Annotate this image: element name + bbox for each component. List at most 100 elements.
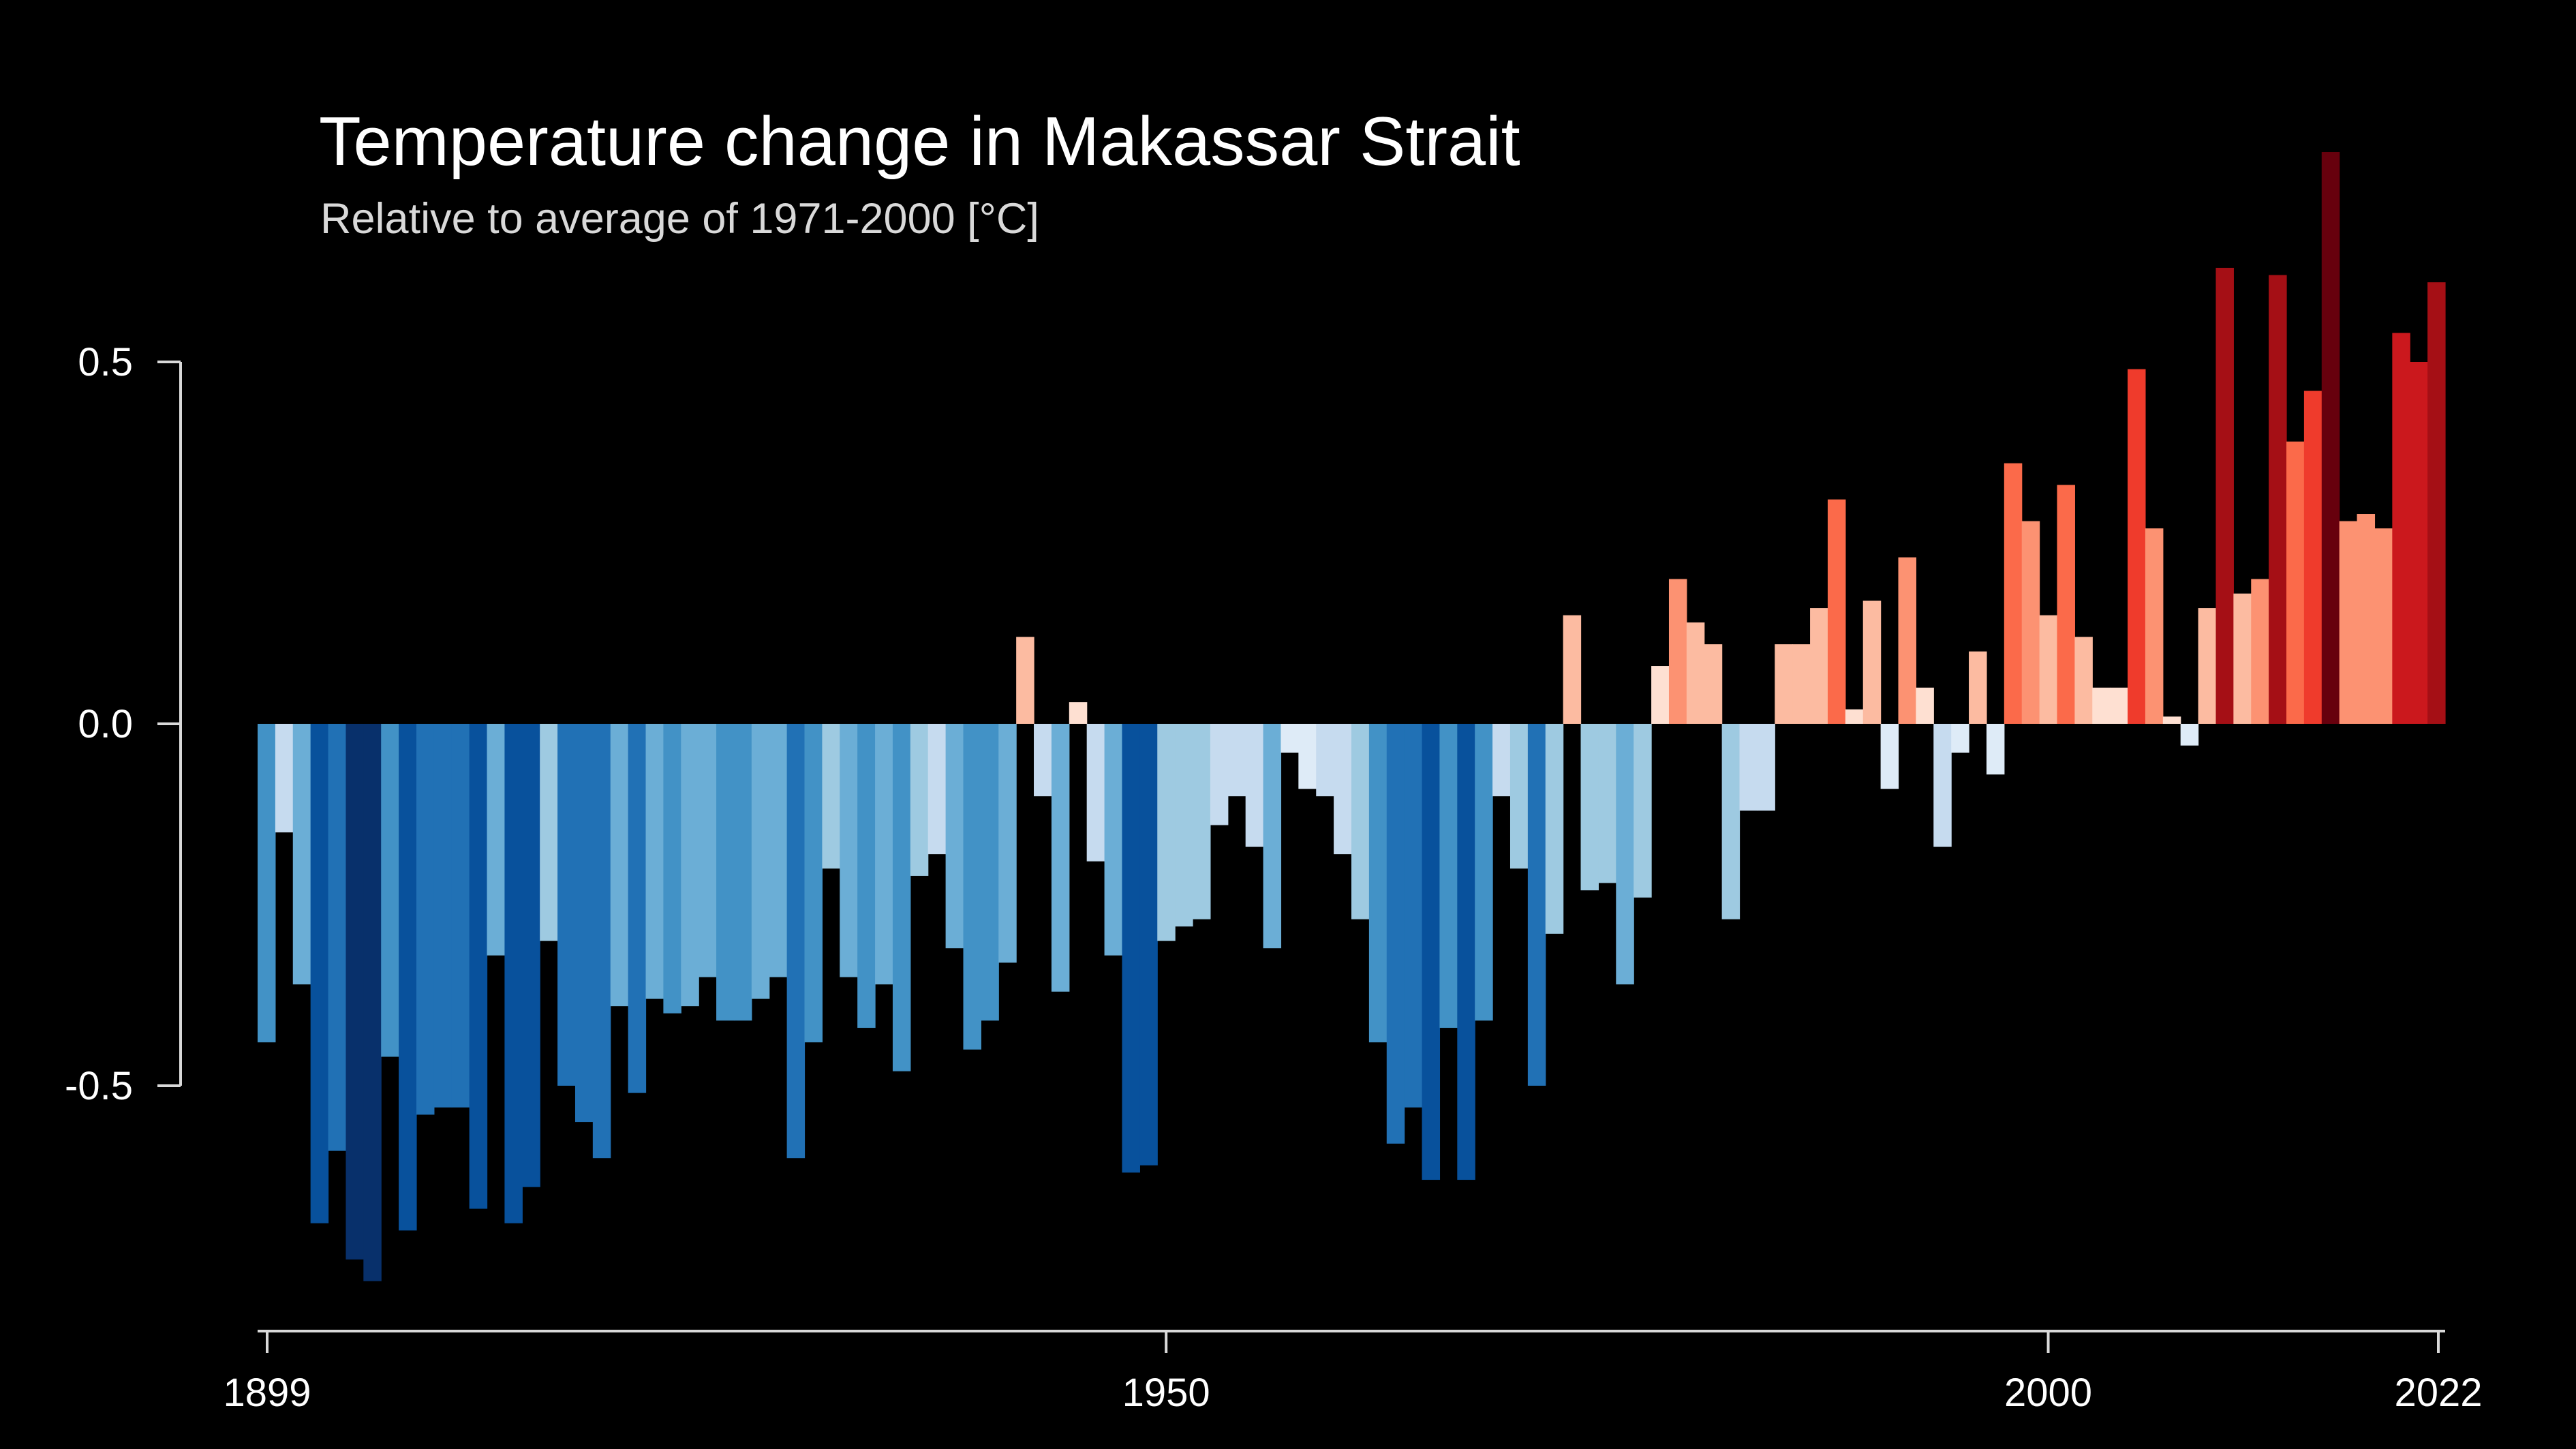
bar-1927 xyxy=(751,724,770,999)
bar-1901 xyxy=(292,724,311,985)
bar-2006 xyxy=(2145,528,2164,724)
bar-1956 xyxy=(1263,724,1282,949)
bar-1919 xyxy=(610,724,629,1007)
bar-1967 xyxy=(1457,724,1475,1180)
bar-1998 xyxy=(2004,463,2023,724)
bar-1925 xyxy=(716,724,735,1021)
bar-1985 xyxy=(1775,644,1793,724)
bar-1997 xyxy=(1986,724,2005,775)
bar-1964 xyxy=(1404,724,1423,1108)
bar-1937 xyxy=(927,724,947,855)
bar-1939 xyxy=(963,724,981,1050)
bar-1996 xyxy=(1969,651,1987,724)
bar-1953 xyxy=(1210,724,1229,825)
bar-1916 xyxy=(557,724,576,1086)
bar-2002 xyxy=(2074,637,2093,724)
bar-1905 xyxy=(363,724,382,1281)
bar-1900 xyxy=(275,724,294,833)
bar-1973 xyxy=(1563,615,1582,724)
bar-1959 xyxy=(1316,724,1334,797)
bar-1918 xyxy=(592,724,611,1159)
bar-1983 xyxy=(1739,724,1758,811)
bar-1991 xyxy=(1880,724,1899,789)
bar-1914 xyxy=(522,724,540,1187)
bar-1943 xyxy=(1034,724,1052,797)
bar-1907 xyxy=(399,724,417,1231)
bar-2012 xyxy=(2251,579,2269,724)
x-tick-label: 2000 xyxy=(2004,1371,2092,1415)
bar-2015 xyxy=(2303,391,2322,724)
bar-1990 xyxy=(1862,600,1882,724)
bar-2016 xyxy=(2321,152,2340,724)
bar-1968 xyxy=(1475,724,1493,1021)
bar-1899 xyxy=(258,724,276,1043)
bar-1945 xyxy=(1069,702,1088,724)
bar-1922 xyxy=(663,724,681,1013)
bar-1946 xyxy=(1086,724,1105,861)
bar-1950 xyxy=(1157,724,1176,941)
bar-1906 xyxy=(381,724,399,1057)
bar-1977 xyxy=(1634,724,1652,898)
bar-2005 xyxy=(2128,369,2146,724)
bar-2003 xyxy=(2092,687,2111,724)
bar-1994 xyxy=(1933,724,1952,847)
bar-1930 xyxy=(804,724,823,1043)
bar-1938 xyxy=(945,724,964,949)
bar-1915 xyxy=(540,724,558,941)
bar-2017 xyxy=(2339,521,2358,724)
bar-1965 xyxy=(1422,724,1441,1180)
bar-1957 xyxy=(1281,724,1299,753)
bar-1902 xyxy=(310,724,329,1223)
bar-1932 xyxy=(840,724,858,977)
bar-2019 xyxy=(2374,528,2393,724)
bar-1986 xyxy=(1792,644,1811,724)
bar-1961 xyxy=(1351,724,1370,919)
bar-2007 xyxy=(2162,716,2181,724)
bar-2018 xyxy=(2357,514,2376,724)
bar-1969 xyxy=(1492,724,1511,797)
bar-1962 xyxy=(1368,724,1387,1043)
bar-1999 xyxy=(2021,521,2040,724)
bar-1936 xyxy=(910,724,929,876)
bar-1993 xyxy=(1916,687,1934,724)
bar-1981 xyxy=(1704,644,1723,724)
bar-1912 xyxy=(487,724,506,956)
bar-1908 xyxy=(416,724,435,1115)
bar-1920 xyxy=(628,724,647,1093)
bar-1944 xyxy=(1051,724,1070,992)
bar-1989 xyxy=(1845,709,1864,724)
bar-2008 xyxy=(2180,724,2199,746)
bar-1972 xyxy=(1545,724,1564,934)
bar-1923 xyxy=(681,724,699,1007)
x-tick-label: 1899 xyxy=(223,1371,311,1415)
bar-2000 xyxy=(2039,615,2058,724)
y-tick-label: 0.0 xyxy=(78,702,133,746)
bar-1911 xyxy=(469,724,488,1209)
bar-1931 xyxy=(822,724,840,869)
bar-1917 xyxy=(574,724,594,1123)
bar-1975 xyxy=(1598,724,1616,883)
bar-1904 xyxy=(346,724,364,1260)
bar-1958 xyxy=(1298,724,1317,789)
bar-1924 xyxy=(699,724,717,977)
y-tick-label: 0.5 xyxy=(78,340,133,384)
bar-1949 xyxy=(1139,724,1158,1165)
bar-1921 xyxy=(645,724,664,999)
bar-1935 xyxy=(892,724,911,1071)
x-axis: 1899 1950 2000 2022 xyxy=(223,1330,2483,1415)
x-tick-label: 2022 xyxy=(2394,1371,2482,1415)
bar-2021 xyxy=(2410,362,2428,724)
bar-1940 xyxy=(981,724,999,1021)
bar-2014 xyxy=(2286,441,2305,724)
bar-1929 xyxy=(786,724,806,1159)
bar-1992 xyxy=(1898,557,1916,724)
bar-1933 xyxy=(857,724,876,1028)
bar-1960 xyxy=(1334,724,1352,855)
bar-1941 xyxy=(998,724,1017,963)
bar-1947 xyxy=(1104,724,1123,956)
y-tick-label: -0.5 xyxy=(65,1064,133,1108)
bar-1951 xyxy=(1175,724,1193,927)
bar-1948 xyxy=(1122,724,1140,1173)
bar-1954 xyxy=(1227,724,1246,797)
